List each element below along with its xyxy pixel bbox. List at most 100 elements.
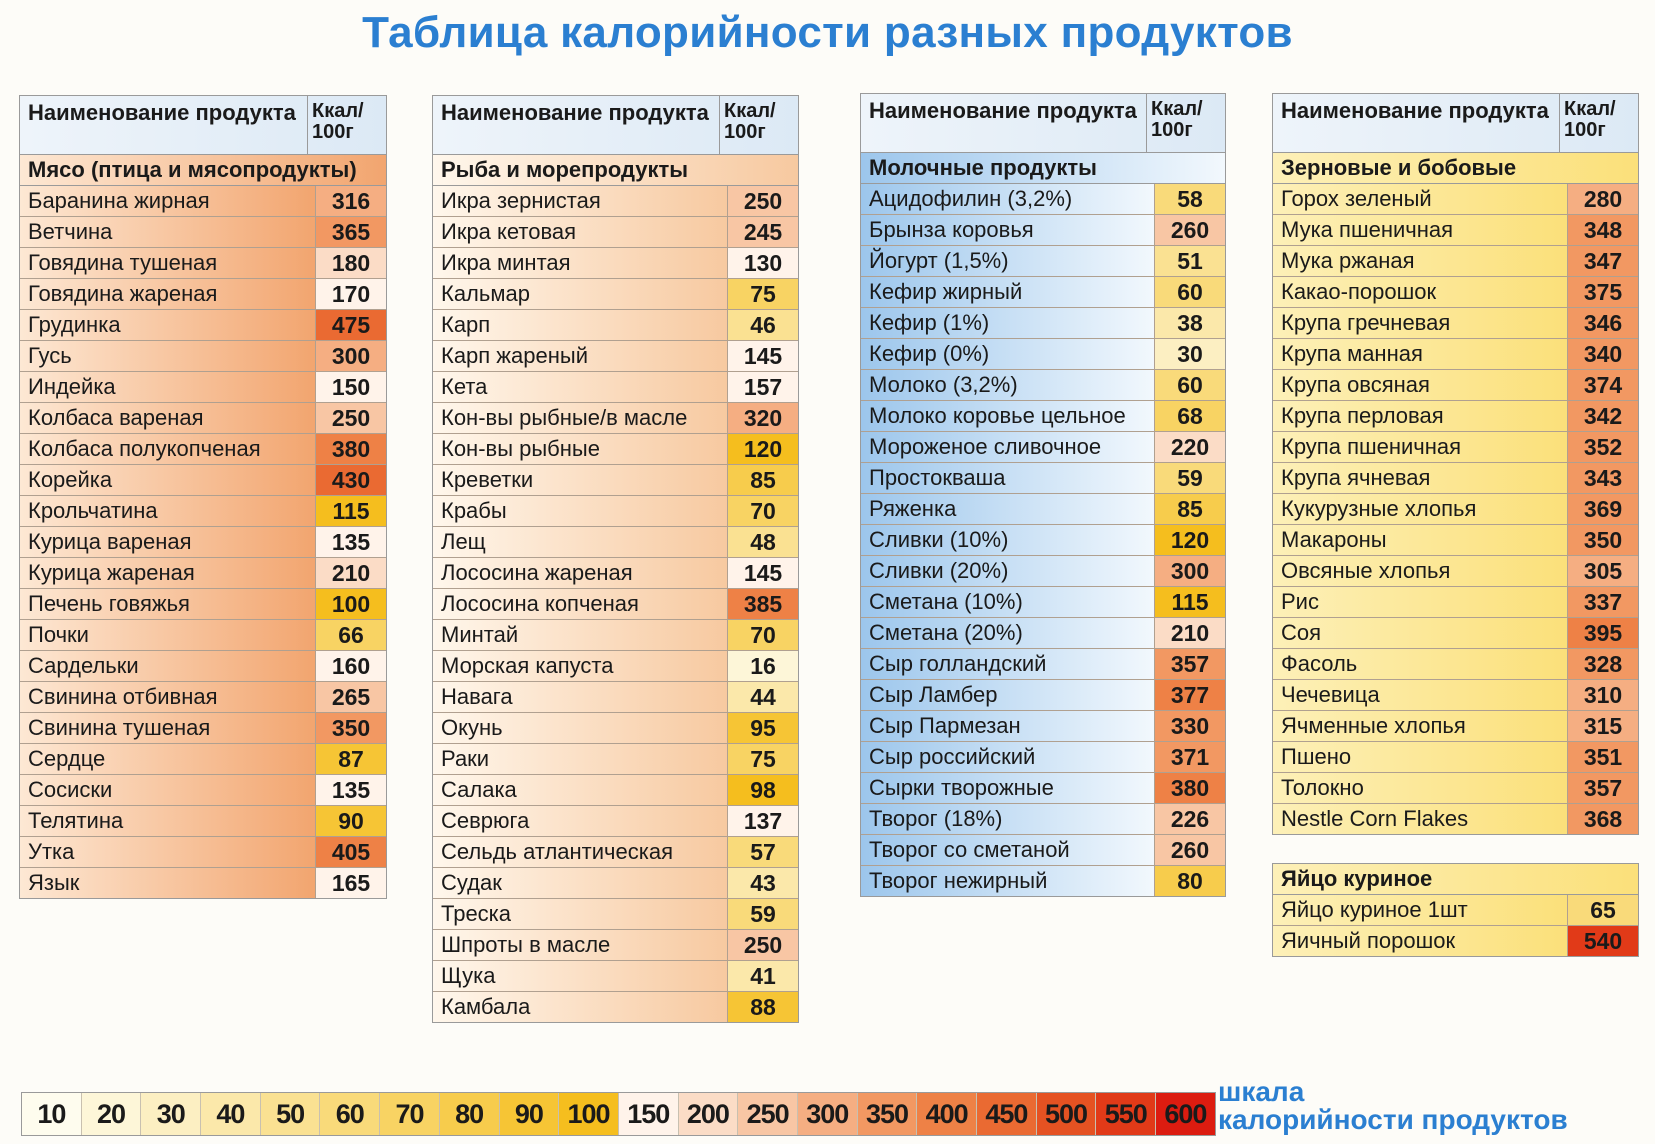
product-name: Соя <box>1273 618 1567 648</box>
table-row: Кефир (0%) 30 <box>861 339 1225 370</box>
product-name: Йогурт (1,5%) <box>861 246 1154 276</box>
product-name: Икра зернистая <box>433 186 727 216</box>
kcal-value: 43 <box>727 868 798 898</box>
scale-step: 40 <box>201 1093 261 1135</box>
calorie-scale: 10 20 30 40 50 60 70 80 90 100 150 200 250 300 350 400 4… <box>21 1092 1216 1136</box>
kcal-value: 150 <box>315 372 386 402</box>
kcal-value: 250 <box>727 930 798 960</box>
kcal-value: 130 <box>727 248 798 278</box>
kcal-value: 337 <box>1567 587 1638 617</box>
product-name: Щука <box>433 961 727 991</box>
table-row: Печень говяжья 100 <box>20 589 386 620</box>
table-row: Говядина тушеная 180 <box>20 248 386 279</box>
product-name: Ацидофилин (3,2%) <box>861 184 1154 214</box>
table-row: Крупа гречневая 346 <box>1273 308 1638 339</box>
product-name: Кукурузные хлопья <box>1273 494 1567 524</box>
kcal-value: 350 <box>1567 525 1638 555</box>
kcal-value: 343 <box>1567 463 1638 493</box>
table-row: Кальмар 75 <box>433 279 798 310</box>
kcal-value: 41 <box>727 961 798 991</box>
table-row: Лососина жареная 145 <box>433 558 798 589</box>
calorie-scale-label: шкала калорийности продуктов <box>1218 1078 1568 1134</box>
product-name: Сыр российский <box>861 742 1154 772</box>
table-row: Мука пшеничная 348 <box>1273 215 1638 246</box>
product-name: Камбала <box>433 992 727 1022</box>
kcal-value: 65 <box>1567 895 1638 925</box>
product-name: Молоко коровье цельное <box>861 401 1154 431</box>
kcal-value: 85 <box>727 465 798 495</box>
product-name: Мука пшеничная <box>1273 215 1567 245</box>
table-row: Сырки творожные 380 <box>861 773 1225 804</box>
kcal-value: 385 <box>727 589 798 619</box>
kcal-value: 48 <box>727 527 798 557</box>
table-row: Творог нежирный 80 <box>861 866 1225 896</box>
table-row: Крупа ячневая 343 <box>1273 463 1638 494</box>
kcal-value: 371 <box>1154 742 1225 772</box>
table-row: Курица вареная 135 <box>20 527 386 558</box>
table-row: Колбаса полукопченая 380 <box>20 434 386 465</box>
product-name: Крупа пшеничная <box>1273 432 1567 462</box>
product-name: Корейка <box>20 465 315 495</box>
kcal-value: 280 <box>1567 184 1638 214</box>
scale-step: 200 <box>678 1093 739 1135</box>
product-name: Индейка <box>20 372 315 402</box>
table-row: Салака 98 <box>433 775 798 806</box>
product-name: Кефир жирный <box>861 277 1154 307</box>
product-name: Крупа манная <box>1273 339 1567 369</box>
product-name: Рис <box>1273 587 1567 617</box>
table-row: Лещ 48 <box>433 527 798 558</box>
product-name: Лососина копченая <box>433 589 727 619</box>
product-name: Кон-вы рыбные/в масле <box>433 403 727 433</box>
product-name: Крольчатина <box>20 496 315 526</box>
table-grain: Наименование продукта Ккал/100г Зерновые и… <box>1272 93 1639 835</box>
kcal-value: 351 <box>1567 742 1638 772</box>
column-header-kcal: Ккал/100г <box>1146 94 1225 152</box>
table-row: Кон-вы рыбные/в масле 320 <box>433 403 798 434</box>
table-row: Сардельки 160 <box>20 651 386 682</box>
scale-step: 90 <box>499 1093 560 1135</box>
product-name: Баранина жирная <box>20 186 315 216</box>
table-row: Колбаса вареная 250 <box>20 403 386 434</box>
kcal-value: 135 <box>315 527 386 557</box>
kcal-value: 368 <box>1567 804 1638 834</box>
table-row: Икра зернистая 250 <box>433 186 798 217</box>
kcal-value: 51 <box>1154 246 1225 276</box>
table-row: Сыр голландский 357 <box>861 649 1225 680</box>
table-row: Какао-порошок 375 <box>1273 277 1638 308</box>
kcal-value: 137 <box>727 806 798 836</box>
product-name: Говядина тушеная <box>20 248 315 278</box>
table-row: Пшено 351 <box>1273 742 1638 773</box>
table-row: Крупа перловая 342 <box>1273 401 1638 432</box>
product-name: Сердце <box>20 744 315 774</box>
kcal-value: 374 <box>1567 370 1638 400</box>
table-row: Кон-вы рыбные 120 <box>433 434 798 465</box>
table-row: Кета 157 <box>433 372 798 403</box>
product-name: Креветки <box>433 465 727 495</box>
product-name: Сыр голландский <box>861 649 1154 679</box>
table-row: Сыр Пармезан 330 <box>861 711 1225 742</box>
product-name: Судак <box>433 868 727 898</box>
product-name: Сыр Пармезан <box>861 711 1154 741</box>
product-name: Какао-порошок <box>1273 277 1567 307</box>
kcal-value: 180 <box>315 248 386 278</box>
product-name: Свинина тушеная <box>20 713 315 743</box>
table-row: Яичный порошок 540 <box>1273 926 1638 956</box>
kcal-value: 305 <box>1567 556 1638 586</box>
kcal-value: 30 <box>1154 339 1225 369</box>
product-name: Крабы <box>433 496 727 526</box>
product-name: Карп <box>433 310 727 340</box>
table-row: Креветки 85 <box>433 465 798 496</box>
kcal-value: 57 <box>727 837 798 867</box>
kcal-value: 87 <box>315 744 386 774</box>
table-header: Наименование продукта Ккал/100г <box>20 96 386 155</box>
product-name: Творог (18%) <box>861 804 1154 834</box>
product-name: Мука ржаная <box>1273 246 1567 276</box>
kcal-value: 357 <box>1154 649 1225 679</box>
kcal-value: 245 <box>727 217 798 247</box>
product-name: Крупа овсяная <box>1273 370 1567 400</box>
table-row: Свинина тушеная 350 <box>20 713 386 744</box>
kcal-label: Ккал/ <box>724 100 776 122</box>
kcal-value: 88 <box>727 992 798 1022</box>
table-row: Корейка 430 <box>20 465 386 496</box>
kcal-value: 66 <box>315 620 386 650</box>
